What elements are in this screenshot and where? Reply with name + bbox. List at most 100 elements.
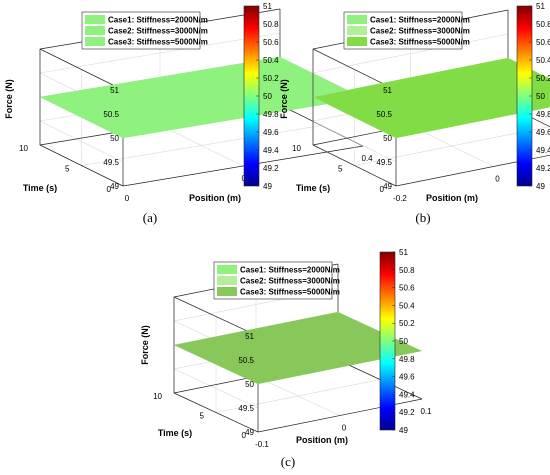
z-tick-label: 49 <box>383 182 392 191</box>
colorbar-tick-label: 50.2 <box>263 74 279 83</box>
legend-label: Case2: Stiffness=3000N/m <box>108 27 208 36</box>
colorbar-tick-label: 49.8 <box>263 110 279 119</box>
surfaces <box>313 58 550 138</box>
x-tick-label: 0.1 <box>420 407 432 416</box>
colorbar-tick-label: 49 <box>399 426 408 435</box>
colorbar-tick-label: 51 <box>536 2 545 11</box>
colorbar-tick-label: 50 <box>399 337 408 346</box>
colorbar-tick-label: 49.6 <box>263 128 279 137</box>
z-tick-label: 49.5 <box>238 404 254 413</box>
legend-label: Case3: Stiffness=5000N/m <box>370 38 470 47</box>
colorbar-tick-label: 49 <box>536 182 545 191</box>
y-tick-label: 0 <box>107 185 112 194</box>
z-tick-label: 51 <box>383 86 392 95</box>
x-axis-label: Position (m) <box>189 193 241 203</box>
legend-swatch <box>217 276 237 285</box>
surface-case-3 <box>313 58 550 138</box>
x-axis-label: Position (m) <box>296 435 348 445</box>
x-tick-label: -0.1 <box>255 440 269 449</box>
colorbar-tick-label: 50.8 <box>536 20 550 29</box>
legend-swatch <box>85 26 105 35</box>
z-tick-label: 49.5 <box>376 158 392 167</box>
z-tick-label: 50.5 <box>103 110 119 119</box>
legend-swatch <box>347 15 367 24</box>
colorbar-tick-label: 49.2 <box>399 408 415 417</box>
surface-case-3 <box>174 312 422 384</box>
x-tick-label: 0 <box>125 194 130 203</box>
surfaces <box>174 312 422 384</box>
y-axis-label: Time (s) <box>158 428 192 438</box>
colorbar-tick-label: 50.8 <box>263 20 279 29</box>
legend-swatch <box>217 265 237 274</box>
legend-label: Case1: Stiffness=2000N/m <box>370 16 470 25</box>
colorbar-tick-label: 49.8 <box>399 355 415 364</box>
axis-edge <box>122 145 364 187</box>
z-axis-label: Force (N) <box>279 79 289 119</box>
legend-label: Case2: Stiffness=3000N/m <box>240 277 340 286</box>
colorbar-tick-label: 50.6 <box>263 38 279 47</box>
z-tick-label: 51 <box>245 332 254 341</box>
z-tick-label: 49 <box>245 428 254 437</box>
z-axis-label: Force (N) <box>140 325 150 365</box>
colorbar-tick-label: 50 <box>263 92 272 101</box>
colorbar-tick-label: 50.6 <box>399 284 415 293</box>
colorbar-tick-label: 50.4 <box>263 56 279 65</box>
x-tick-label: 0.4 <box>361 154 373 163</box>
panel-caption: (a) <box>143 210 157 225</box>
z-tick-label: 50 <box>245 380 254 389</box>
z-tick-label: 51 <box>110 86 119 95</box>
z-tick-label: 49.5 <box>103 158 119 167</box>
surfaces <box>40 57 363 138</box>
colorbar: 49 49.2 49.4 49.6 49.8 50 50.2 50.4 50.6 50.8 51 <box>243 2 279 191</box>
z-tick-label: 50 <box>110 134 119 143</box>
z-tick-label: 49 <box>110 182 119 191</box>
legend-label: Case1: Stiffness=2000N/m <box>108 16 208 25</box>
surface-case-3 <box>40 57 363 138</box>
panel-caption: (b) <box>415 210 430 225</box>
axis-edge <box>395 154 550 187</box>
panel-caption: (c) <box>281 454 295 469</box>
legend-label: Case1: Stiffness=2000N/m <box>240 266 340 275</box>
legend-swatch <box>347 37 367 46</box>
colorbar-tick-label: 49.8 <box>536 110 550 119</box>
x-tick-label: 0 <box>495 175 500 184</box>
chart-panel-3: 49 49.5 50 50.5 51 -0.1 0 0.1 0 5 10 Force (N) Time … <box>140 248 432 469</box>
y-tick-label: 5 <box>65 165 70 174</box>
colorbar-tick-label: 49.4 <box>263 146 279 155</box>
y-tick-label: 10 <box>292 144 301 153</box>
legend-swatch <box>85 37 105 46</box>
z-axis-label: Force (N) <box>4 79 14 119</box>
colorbar-tick-label: 49.6 <box>399 373 415 382</box>
colorbar-tick-label: 49 <box>263 182 272 191</box>
legend-swatch <box>85 15 105 24</box>
x-axis-label: Position (m) <box>426 193 478 203</box>
axis-edge <box>39 144 124 187</box>
y-axis-label: Time (s) <box>296 183 330 193</box>
legend-label: Case3: Stiffness=5000N/m <box>108 38 208 47</box>
axis-edge <box>173 296 259 337</box>
axis-edge <box>312 144 397 187</box>
colorbar-tick-label: 50.4 <box>399 301 415 310</box>
legend-label: Case3: Stiffness=5000N/m <box>240 288 340 297</box>
legend-swatch <box>347 26 367 35</box>
colorbar-tick-label: 49.6 <box>536 128 550 137</box>
y-tick-label: 0 <box>242 431 247 440</box>
y-tick-label: 5 <box>338 165 343 174</box>
colorbar: 49 49.2 49.4 49.6 49.8 50 50.2 50.4 50.6 50.8 51 <box>379 248 415 435</box>
axis-edge <box>173 392 259 433</box>
z-tick-label: 50.5 <box>238 356 254 365</box>
legend: Case1: Stiffness=2000N/m Case2: Stiffness… <box>213 261 340 300</box>
colorbar-tick-label: 49.2 <box>263 164 279 173</box>
colorbar-tick-label: 50 <box>536 92 545 101</box>
colorbar-tick-label: 51 <box>399 248 408 257</box>
y-axis-label: Time (s) <box>23 183 57 193</box>
colorbar-tick-label: 49.4 <box>536 146 550 155</box>
legend: Case1: Stiffness=2000N/m Case2: Stiffness… <box>343 11 470 50</box>
colorbar-tick-label: 50.6 <box>536 38 550 47</box>
colorbar-tick-label: 50.4 <box>536 56 550 65</box>
axis-edge <box>312 48 397 91</box>
legend-label: Case2: Stiffness=3000N/m <box>370 27 470 36</box>
legend-swatch <box>217 287 237 296</box>
